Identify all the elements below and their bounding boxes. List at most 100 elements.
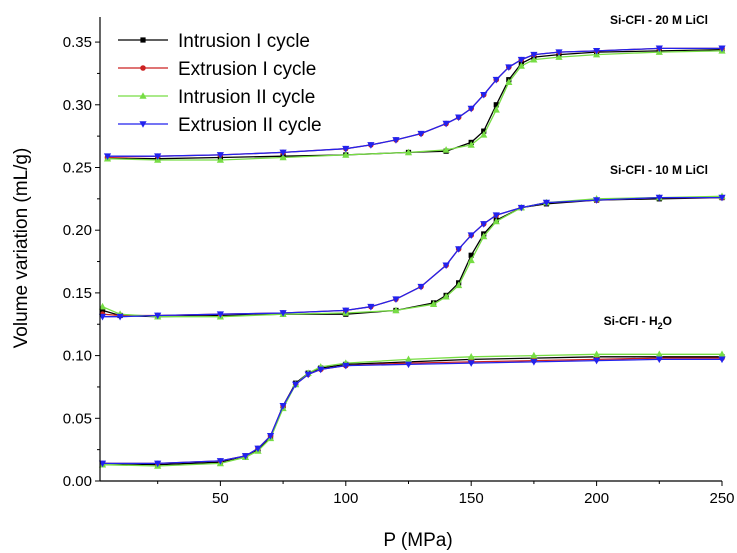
- y-tick-label: 0.00: [63, 473, 92, 490]
- data-point: [98, 302, 107, 310]
- data-point: [718, 350, 726, 358]
- data-point: [216, 152, 224, 159]
- data-point: [216, 458, 224, 465]
- data-point: [530, 51, 538, 59]
- data-point: [480, 221, 488, 228]
- data-point: [154, 312, 162, 320]
- series-group-3: [98, 350, 726, 469]
- data-point: [404, 355, 413, 363]
- y-tick-label: 0.15: [63, 285, 92, 302]
- y-axis-title: Volume variation (mL/g): [11, 148, 32, 349]
- data-point: [492, 106, 500, 113]
- data-point: [467, 256, 475, 264]
- data-point: [417, 283, 425, 291]
- legend-label: Intrusion I cycle: [178, 31, 310, 52]
- data-point: [655, 45, 663, 53]
- series-line-1-4: [107, 47, 722, 157]
- series-line-3-4: [102, 358, 722, 465]
- data-point: [342, 362, 350, 370]
- data-point: [530, 359, 538, 366]
- data-point: [467, 360, 475, 367]
- data-point: [455, 114, 463, 122]
- data-point: [455, 246, 463, 253]
- data-point: [266, 433, 275, 440]
- data-point: [530, 55, 538, 63]
- legend-label: Extrusion I cycle: [178, 59, 316, 80]
- legend-marker: [140, 65, 146, 71]
- x-tick-label: 50: [212, 490, 229, 507]
- legend-marker: [139, 92, 147, 99]
- data-point: [404, 148, 413, 156]
- series-group-2: [98, 192, 726, 321]
- legend-marker: [139, 121, 147, 128]
- data-point: [492, 217, 500, 225]
- data-point: [492, 212, 500, 219]
- data-point: [392, 306, 400, 314]
- data-point: [116, 313, 124, 321]
- x-tick-label: 150: [459, 490, 484, 507]
- data-point: [592, 48, 601, 55]
- annotation-h2o-main: Si-CFI - H: [604, 314, 658, 328]
- data-point: [655, 350, 663, 358]
- data-point: [292, 381, 300, 389]
- data-point: [517, 62, 525, 69]
- data-point: [492, 76, 500, 84]
- data-point: [655, 194, 663, 202]
- data-point: [718, 356, 726, 364]
- data-point: [279, 149, 287, 157]
- data-point: [279, 402, 287, 410]
- data-point: [304, 371, 312, 379]
- y-tick-label: 0.30: [63, 97, 92, 114]
- data-point: [279, 153, 287, 161]
- data-point: [442, 292, 450, 300]
- annotation-h2o-tail: O: [663, 314, 672, 328]
- series-line-3-1: [102, 356, 722, 466]
- data-point: [317, 366, 325, 374]
- series-line-2-1: [102, 196, 723, 318]
- data-point: [467, 232, 475, 240]
- y-tick-label: 0.05: [63, 410, 92, 427]
- annotation-h2o: Si-CFI - H2O: [604, 314, 672, 331]
- data-point: [442, 262, 450, 270]
- data-point: [505, 64, 513, 71]
- data-point: [592, 350, 601, 358]
- data-point: [718, 45, 726, 53]
- x-tick-label: 100: [333, 490, 358, 507]
- data-point: [342, 145, 350, 153]
- legend-marker: [140, 37, 146, 43]
- data-point: [592, 197, 601, 204]
- x-axis-title: P (MPa): [383, 530, 452, 551]
- data-point: [154, 153, 162, 160]
- data-point: [655, 356, 663, 364]
- data-point: [442, 146, 450, 153]
- series-line-2-2: [102, 196, 722, 317]
- data-point: [542, 199, 551, 207]
- x-tick-label: 200: [584, 490, 609, 507]
- data-point: [254, 445, 262, 453]
- y-tick-label: 0.20: [63, 222, 92, 239]
- annotation-20m-licl: Si-CFI - 20 M LiCl: [610, 13, 708, 27]
- data-point: [367, 303, 375, 311]
- data-point: [718, 194, 726, 202]
- annotation-10m-licl: Si-CFI - 10 M LiCl: [610, 163, 708, 177]
- data-point: [592, 357, 601, 365]
- data-point: [480, 131, 488, 138]
- data-point: [505, 78, 513, 86]
- data-point: [467, 141, 475, 148]
- series-line-3-2: [102, 357, 722, 465]
- annotation-h2o-subscript: 2: [658, 321, 663, 331]
- x-tick-label: 250: [709, 490, 734, 507]
- data-point: [530, 351, 538, 359]
- data-point: [98, 313, 107, 321]
- data-point: [555, 49, 563, 56]
- series-line-2-3: [102, 195, 723, 318]
- data-point: [342, 151, 350, 158]
- data-point: [98, 460, 107, 468]
- data-point: [555, 53, 563, 60]
- y-tick-label: 0.10: [63, 348, 92, 365]
- data-point: [417, 130, 425, 138]
- data-point: [216, 156, 224, 163]
- plot-area: [98, 45, 726, 469]
- data-point: [392, 137, 400, 144]
- series-line-2-4: [102, 196, 722, 318]
